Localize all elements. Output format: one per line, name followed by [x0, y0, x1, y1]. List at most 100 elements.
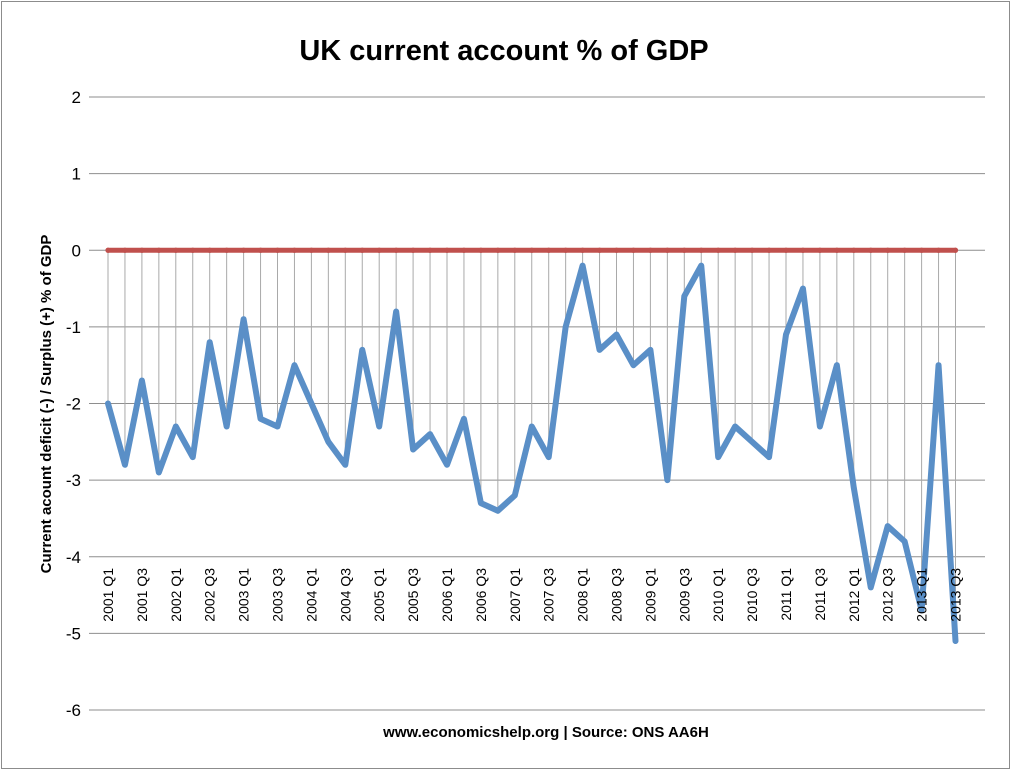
y-tick-label: -4: [66, 548, 81, 567]
zero-point: [766, 247, 772, 253]
data-point: [664, 477, 670, 483]
x-tick-label: 2001 Q1: [100, 568, 116, 622]
zero-point: [291, 247, 298, 253]
zero-point: [580, 247, 586, 253]
data-point: [596, 347, 603, 353]
data-point: [952, 638, 959, 644]
data-point: [868, 584, 874, 591]
y-tick-label: -3: [66, 471, 81, 490]
zero-point: [935, 247, 942, 253]
chart-title: UK current account % of GDP: [299, 35, 708, 67]
y-tick-label: 0: [72, 241, 81, 260]
data-point: [376, 423, 382, 430]
zero-point: [342, 247, 348, 253]
zero-point: [461, 247, 467, 253]
y-axis-ticks: 2 1 0 -1 -2 -3 -4 -5 -6: [66, 88, 81, 720]
data-point: [546, 454, 552, 460]
data-point: [427, 431, 433, 437]
x-tick-label: 2012 Q3: [880, 568, 896, 622]
x-tick-label: 2006 Q1: [439, 568, 455, 622]
zero-point: [834, 247, 840, 253]
zero-point: [105, 247, 111, 253]
zero-point: [902, 247, 908, 253]
x-axis-ticks: 2001 Q1 2001 Q3 2002 Q1 2002 Q3 2003 Q1 2003 …: [100, 568, 964, 622]
zero-point: [122, 247, 128, 253]
data-point: [122, 462, 128, 468]
data-point: [139, 377, 145, 384]
data-point: [698, 262, 704, 269]
zero-point: [512, 247, 518, 253]
data-point: [393, 308, 399, 315]
zero-point: [156, 247, 162, 253]
data-point: [817, 423, 823, 430]
y-tick-label: -1: [66, 318, 81, 337]
zero-point: [647, 247, 654, 253]
zero-point: [885, 247, 891, 253]
x-tick-label: 2004 Q3: [337, 568, 353, 622]
zero-point: [376, 247, 382, 253]
zero-point: [596, 247, 603, 253]
zero-point: [749, 247, 755, 253]
x-tick-label: 2005 Q1: [371, 568, 387, 622]
y-tick-label: 1: [72, 165, 81, 184]
data-point: [800, 285, 806, 292]
data-point: [444, 462, 450, 468]
data-point: [342, 462, 348, 468]
zero-point: [563, 247, 569, 253]
zero-point: [190, 247, 196, 253]
x-tick-label: 2008 Q1: [575, 568, 591, 622]
data-point: [749, 439, 755, 445]
x-tick-label: 2013 Q3: [948, 568, 964, 622]
x-tick-label: 2007 Q3: [541, 568, 557, 622]
drop-lines: [107, 250, 956, 642]
data-point: [783, 331, 789, 338]
data-point: [359, 347, 365, 353]
data-point: [630, 362, 637, 368]
data-point: [461, 416, 467, 422]
zero-point: [817, 247, 823, 253]
data-point: [935, 362, 942, 368]
data-point: [325, 439, 331, 445]
y-tick-label: 2: [72, 88, 81, 107]
x-tick-label: 2002 Q1: [168, 568, 184, 622]
x-tick-label: 2011 Q3: [812, 568, 828, 621]
zero-point: [410, 247, 416, 253]
x-tick-label: 2004 Q1: [303, 568, 319, 622]
zero-point: [919, 247, 925, 253]
data-point: [529, 423, 535, 430]
zero-point: [529, 247, 535, 253]
x-tick-label: 2011 Q1: [778, 568, 794, 621]
y-tick-label: -5: [66, 624, 81, 643]
data-point: [681, 293, 687, 299]
data-point: [105, 400, 111, 407]
zero-point: [359, 247, 365, 253]
x-tick-label: 2010 Q1: [710, 568, 726, 622]
data-point: [851, 485, 857, 491]
data-point: [766, 454, 772, 460]
zero-point: [800, 247, 806, 253]
zero-point: [393, 247, 399, 253]
zero-point: [783, 247, 789, 253]
zero-point: [478, 247, 484, 253]
zero-point: [274, 247, 281, 253]
data-point: [563, 324, 569, 330]
zero-point: [613, 247, 620, 253]
zero-point: [664, 247, 670, 253]
x-tick-label: 2012 Q1: [846, 568, 862, 622]
zero-point: [427, 247, 433, 253]
y-tick-label: -2: [66, 395, 81, 414]
data-point: [715, 454, 721, 460]
zero-point: [698, 247, 704, 253]
data-point: [156, 469, 162, 476]
data-point: [291, 362, 298, 368]
data-point: [919, 607, 925, 613]
data-point: [410, 446, 416, 453]
data-point: [902, 538, 908, 545]
zero-point: [952, 247, 959, 253]
zero-point: [868, 247, 874, 253]
x-tick-label: 2006 Q3: [473, 568, 489, 622]
data-point: [885, 523, 891, 529]
zero-point: [325, 247, 331, 253]
data-point: [190, 454, 196, 460]
data-point: [495, 508, 501, 514]
